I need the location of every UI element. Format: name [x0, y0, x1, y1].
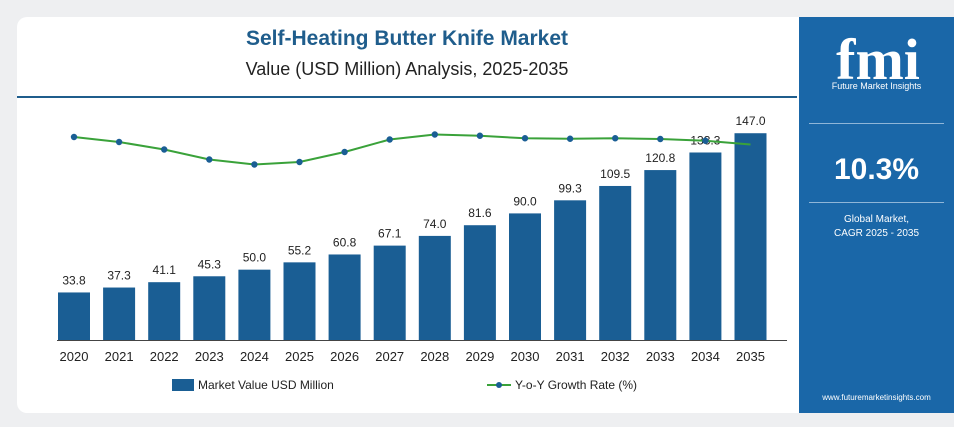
x-tick-2024: 2024 [240, 349, 269, 364]
bar-value-label-2032: 109.5 [600, 167, 630, 181]
growth-point-2029 [476, 132, 484, 139]
website-url[interactable]: www.futuremarketinsights.com [822, 393, 931, 402]
x-tick-2023: 2023 [195, 349, 224, 364]
bar-2020 [58, 292, 90, 340]
legend-line-swatch [487, 382, 511, 388]
bar-value-label-2030: 90.0 [513, 194, 537, 208]
growth-point-2034 [702, 137, 709, 144]
sidebar-divider-bottom [809, 202, 944, 203]
chart-subtitle: Value (USD Million) Analysis, 2025-2035 [245, 59, 569, 79]
bar-2030 [509, 213, 541, 340]
bar-value-label-2025: 55.2 [288, 243, 312, 257]
cagr-label-line1: Global Market, [843, 214, 910, 225]
logo-subtitle: Future Market Insights [831, 81, 922, 91]
growth-point-2027 [386, 136, 393, 143]
title-divider [17, 96, 797, 98]
growth-point-2021 [115, 138, 123, 146]
growth-point-2022 [161, 146, 168, 153]
chart-plot: 33.8 2020 37.3 2021 41.1 2022 45.3 2023 50.0 2024… [57, 114, 787, 364]
cagr-label-line2: CAGR 2025 - 2035 [833, 228, 920, 239]
fmi-logo: fmi [836, 31, 920, 91]
cagr-value: 10.3% [833, 153, 920, 186]
x-tick-2029: 2029 [465, 349, 494, 364]
x-tick-2021: 2021 [105, 349, 134, 364]
bar-2024 [238, 269, 271, 340]
growth-point-2023 [206, 156, 213, 163]
bar-value-label-2022: 41.1 [153, 263, 177, 277]
growth-point-2033 [657, 135, 664, 143]
bar-2033 [644, 170, 677, 340]
growth-point-2025 [296, 158, 303, 166]
bar-value-label-2026: 60.8 [333, 235, 357, 249]
bar-value-label-2021: 37.3 [107, 269, 131, 283]
legend-bar-swatch [172, 379, 194, 391]
bottom-color-strip [47, 409, 797, 412]
growth-point-2024 [251, 161, 258, 168]
growth-point-2020 [70, 133, 78, 141]
bar-value-label-2033: 120.8 [645, 151, 675, 165]
x-tick-2035: 2035 [736, 349, 765, 364]
bar-value-label-2023: 45.3 [198, 257, 222, 271]
legend-bar-label: Market Value USD Million [198, 378, 334, 392]
bar-2029 [463, 225, 496, 340]
bar-2023 [193, 276, 226, 340]
bar-value-label-2027: 67.1 [378, 227, 402, 241]
sidebar-divider-top [809, 123, 944, 124]
growth-point-2030 [521, 135, 529, 142]
x-tick-2030: 2030 [511, 349, 540, 364]
bar-2032 [599, 185, 632, 340]
x-tick-2032: 2032 [601, 349, 630, 364]
bar-2026 [328, 254, 361, 340]
x-tick-2027: 2027 [375, 349, 404, 364]
growth-point-2028 [431, 131, 438, 138]
growth-point-2032 [612, 135, 619, 142]
growth-point-2026 [341, 148, 348, 156]
bar-2027 [373, 245, 406, 340]
bar-2025 [283, 262, 316, 340]
bar-value-label-2029: 81.6 [468, 206, 492, 220]
growth-point-2031 [566, 135, 574, 142]
x-tick-2020: 2020 [60, 349, 89, 364]
sidebar-panel: fmi Future Market Insights 10.3% Global … [799, 17, 954, 413]
bar-2028 [418, 235, 451, 340]
x-tick-2033: 2033 [646, 349, 675, 364]
x-tick-2022: 2022 [150, 349, 179, 364]
bar-value-label-2028: 74.0 [423, 217, 447, 231]
x-tick-2034: 2034 [691, 349, 720, 364]
legend-bar-entry: Market Value USD Million [172, 378, 334, 392]
bar-2021 [103, 287, 136, 340]
chart-title: Self-Heating Butter Knife Market [245, 27, 569, 50]
bar-2022 [148, 282, 181, 340]
x-tick-2031: 2031 [556, 349, 585, 364]
x-tick-2026: 2026 [330, 349, 359, 364]
cagr-label: Global Market, CAGR 2025 - 2035 [799, 213, 954, 241]
fmi-logo-text: fmi [836, 31, 920, 91]
bar-2031 [554, 200, 587, 340]
legend-line-label: Y-o-Y Growth Rate (%) [515, 378, 638, 392]
legend-line-entry: Y-o-Y Growth Rate (%) [487, 378, 637, 392]
growth-rate-line [73, 133, 751, 166]
bar-2034 [689, 152, 722, 340]
bar-2035 [734, 133, 767, 340]
bar-value-label-2031: 99.3 [558, 181, 582, 195]
x-tick-2025: 2025 [285, 349, 314, 364]
x-tick-2028: 2028 [420, 349, 449, 364]
bar-value-label-2020: 33.8 [62, 273, 86, 287]
bar-value-label-2024: 50.0 [243, 251, 267, 265]
bar-value-label-2035: 147.0 [735, 114, 765, 128]
chart-card: Self-Heating Butter Knife Market Value (… [17, 17, 954, 413]
